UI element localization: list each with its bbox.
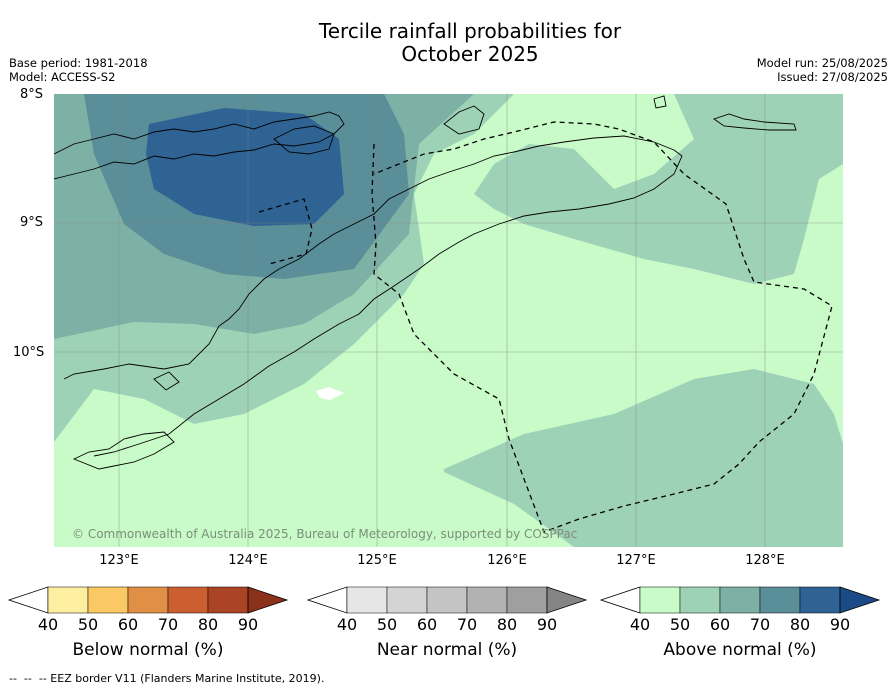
cbar-tick: 60: [117, 615, 139, 634]
issued-date: Issued: 27/08/2025: [777, 70, 888, 84]
colorbar-low-extend: [8, 586, 49, 614]
colorbar-segment: [679, 586, 721, 614]
rote-coast: [72, 431, 175, 470]
semau-coast: [153, 371, 180, 391]
cbar-tick: 80: [197, 615, 219, 634]
colorbar-below-normal: [8, 586, 289, 614]
zone-above-80-90: [146, 108, 344, 226]
colorbar-high-extend: [839, 586, 881, 614]
alor-coast: [273, 125, 335, 155]
probability-map: [54, 94, 843, 547]
colorbar-segment: [799, 586, 841, 614]
timor-north-coast: [63, 135, 675, 380]
base-period: Base period: 1981-2018: [9, 56, 148, 70]
cbar-tick: 60: [416, 615, 438, 634]
zone-above-50-60-south: [444, 369, 843, 547]
cbar-tick: 90: [536, 615, 558, 634]
cbar-tick: 60: [709, 615, 731, 634]
copyright-notice: © Commonwealth of Australia 2025, Bureau…: [72, 527, 578, 541]
colorbar-title-below: Below normal (%): [72, 640, 224, 660]
cbar-tick: 90: [829, 615, 851, 634]
lat-label-9s: 9°S: [20, 215, 44, 230]
cbar-tick: 40: [37, 615, 59, 634]
cbar-tick: 40: [336, 615, 358, 634]
cbar-tick: 90: [237, 615, 259, 634]
cbar-tick: 40: [629, 615, 651, 634]
colorbar-high-extend: [247, 586, 289, 614]
eez-border: [258, 121, 833, 533]
lon-label-125e: 125°E: [357, 553, 397, 568]
kisar-island: [653, 95, 667, 109]
cbar-tick: 50: [77, 615, 99, 634]
eez-dash-sample: -- --: [9, 672, 39, 685]
colorbar-segment: [426, 586, 468, 614]
colorbar-segment: [719, 586, 761, 614]
colorbar-segment: [346, 586, 388, 614]
flores-coast: [54, 111, 345, 180]
colorbar-segment: [127, 586, 169, 614]
cbar-tick: 70: [749, 615, 771, 634]
lon-label-123e: 123°E: [99, 553, 139, 568]
no-data-patch: [316, 387, 344, 400]
lon-label-124e: 124°E: [228, 553, 268, 568]
eez-legend-text: -- EEZ border V11 (Flanders Marine Insti…: [38, 672, 325, 685]
colorbar-segment: [759, 586, 801, 614]
colorbar-title-above: Above normal (%): [663, 640, 817, 660]
colorbar-segment: [47, 586, 89, 614]
cbar-tick: 80: [789, 615, 811, 634]
coastlines: [54, 95, 797, 470]
colorbar-above-normal: [600, 586, 881, 614]
timor-south-coast: [93, 149, 683, 457]
colorbar-title-near: Near normal (%): [376, 640, 518, 660]
lon-label-127e: 127°E: [616, 553, 656, 568]
cbar-tick: 50: [669, 615, 691, 634]
title-line-1: Tercile rainfall probabilities for: [318, 19, 622, 43]
babar-islands: [713, 113, 797, 131]
lat-label-8s: 8°S: [20, 87, 44, 102]
cbar-tick: 70: [157, 615, 179, 634]
colorbar-high-extend: [546, 586, 588, 614]
graticule: [54, 94, 843, 547]
wetar-coast: [443, 105, 485, 135]
lon-label-128e: 128°E: [745, 553, 785, 568]
colorbar-segment: [506, 586, 548, 614]
map-title: Tercile rainfall probabilities for Octob…: [240, 20, 700, 66]
cbar-tick: 70: [456, 615, 478, 634]
model-name: Model: ACCESS-S2: [9, 70, 116, 84]
colorbar-segment: [207, 586, 249, 614]
colorbar-low-extend: [307, 586, 348, 614]
colorbar-low-extend: [600, 586, 641, 614]
colorbar-near-normal: [307, 586, 588, 614]
cbar-tick: 80: [496, 615, 518, 634]
lat-label-10s: 10°S: [13, 345, 45, 360]
colorbar-segment: [167, 586, 209, 614]
run-info: Model run: 25/08/2025 Issued: 27/08/2025: [757, 56, 888, 84]
cbar-tick: 50: [376, 615, 398, 634]
colorbar-segment: [466, 586, 508, 614]
zone-above-50-60-east: [474, 94, 843, 284]
colorbar-segment: [639, 586, 681, 614]
lon-label-126e: 126°E: [487, 553, 527, 568]
model-run-date: Model run: 25/08/2025: [756, 56, 888, 70]
colorbar-segment: [386, 586, 428, 614]
eez-legend: -- -- -- EEZ border V11 (Flanders Marine…: [9, 672, 324, 685]
colorbar-segment: [87, 586, 129, 614]
model-info: Base period: 1981-2018 Model: ACCESS-S2: [9, 56, 148, 84]
title-line-2: October 2025: [401, 42, 539, 66]
